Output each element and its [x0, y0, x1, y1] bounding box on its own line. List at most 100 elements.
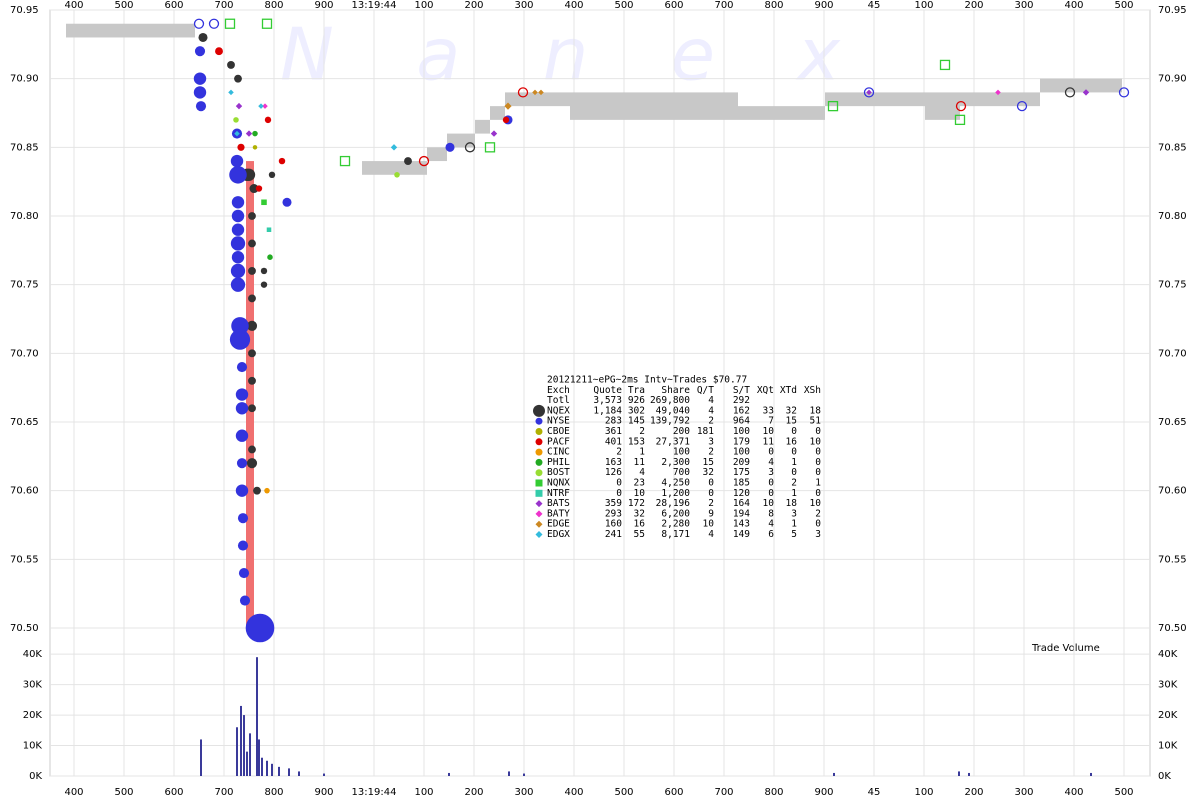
legend-label: PACF — [547, 436, 570, 447]
trade-marker — [278, 157, 286, 165]
quote-marker — [208, 18, 220, 29]
table-cell: 2 — [708, 416, 714, 427]
legend-marker — [535, 479, 543, 487]
trade-marker — [228, 89, 234, 96]
table-cell: 4 — [708, 529, 714, 540]
y-tick-label: 70.90 — [1158, 74, 1187, 85]
table-cell: 926 — [628, 395, 645, 406]
table-cell: 126 — [605, 467, 622, 478]
quote-marker — [1118, 87, 1130, 98]
quote-marker — [224, 18, 236, 29]
volume-bar — [288, 768, 290, 776]
table-cell: 175 — [733, 467, 750, 478]
table-cell: 15 — [786, 416, 797, 427]
y2-tick-label: 0K — [1158, 771, 1171, 782]
table-cell: 1,184 — [593, 405, 622, 416]
volume-label: Trade Volume — [1031, 643, 1100, 654]
table-cell: 32 — [786, 405, 797, 416]
table-cell: 4 — [768, 519, 774, 530]
volume-bar — [236, 727, 238, 776]
y-tick-label: 70.65 — [10, 417, 39, 428]
table-cell: 120 — [733, 488, 750, 499]
table-cell: 401 — [605, 436, 622, 447]
trade-marker — [282, 197, 292, 207]
trade-marker — [261, 199, 267, 206]
trade-marker — [268, 171, 276, 178]
trade-marker — [255, 185, 263, 192]
trade-marker — [404, 157, 412, 165]
trade-marker — [238, 568, 250, 579]
x-tick-label: 100 — [914, 787, 933, 798]
table-cell: 51 — [810, 416, 822, 427]
trade-marker — [260, 267, 268, 275]
table-cell: 3 — [791, 508, 797, 519]
volume-bar — [523, 773, 525, 776]
volume-bar — [508, 771, 510, 776]
nbbo-spread — [362, 161, 427, 175]
table-cell: 0 — [791, 447, 797, 458]
table-cell: 18 — [786, 498, 798, 509]
table-cell: 292 — [733, 395, 750, 406]
trade-marker — [236, 458, 248, 469]
table-cell: 194 — [733, 508, 750, 519]
x-tick-label: 700 — [214, 0, 233, 11]
table-cell: 11 — [634, 457, 646, 468]
table-cell: 10 — [763, 426, 775, 437]
trade-marker — [235, 402, 249, 415]
trade-marker — [229, 166, 247, 184]
x-tick-label: 800 — [764, 787, 783, 798]
y2-tick-label: 30K — [1158, 680, 1178, 691]
table-cell: 28,196 — [656, 498, 691, 509]
table-header: Tra — [628, 385, 645, 396]
quote-marker — [484, 142, 496, 153]
table-cell: 0 — [768, 447, 774, 458]
trade-marker — [246, 320, 258, 331]
table-cell: 0 — [815, 467, 821, 478]
table-header: S/T — [733, 385, 750, 396]
legend-label: EDGE — [547, 519, 570, 530]
table-cell: 100 — [733, 447, 750, 458]
x-tick-label: 100 — [414, 0, 433, 11]
x-tick-label: 800 — [764, 0, 783, 11]
table-cell: 2 — [708, 498, 714, 509]
table-cell: 0 — [708, 478, 714, 489]
x-tick-label: 600 — [164, 787, 183, 798]
quote-marker — [464, 142, 476, 153]
volume-bar — [448, 772, 450, 776]
legend-label: BOST — [547, 467, 570, 478]
trade-marker — [231, 209, 245, 223]
table-cell: 1,200 — [661, 488, 690, 499]
x-tick-label: 600 — [164, 0, 183, 11]
legend-label: NQNX — [547, 478, 570, 489]
nbbo-spread — [1040, 78, 1122, 93]
watermark: N a n e x — [280, 13, 841, 97]
table-cell: 9 — [708, 508, 714, 519]
table-cell: 361 — [605, 426, 622, 437]
table-header: Q/T — [697, 385, 714, 396]
quote-marker — [827, 100, 839, 112]
table-cell: 0 — [708, 488, 714, 499]
table-cell: 1 — [791, 457, 797, 468]
nbbo-spread — [570, 92, 738, 120]
legend-marker — [535, 520, 543, 528]
table-cell: 10 — [703, 519, 715, 530]
legend-marker — [535, 417, 543, 425]
trade-marker — [230, 263, 246, 279]
legend-label: PHIL — [547, 457, 570, 468]
trade-marker — [215, 47, 223, 56]
trade-marker — [390, 144, 398, 151]
y-tick-label: 70.85 — [10, 142, 39, 153]
table-cell: 2 — [639, 426, 645, 437]
x-tick-label: 500 — [114, 0, 133, 11]
legend-marker — [535, 510, 543, 518]
table-cell: 3 — [768, 467, 774, 478]
table-cell: 2 — [708, 447, 714, 458]
volume-bar — [298, 771, 300, 776]
table-cell: 23 — [634, 478, 645, 489]
legend-marker — [535, 469, 543, 477]
y-tick-label: 70.90 — [10, 74, 39, 85]
x-tick-label: 500 — [114, 787, 133, 798]
legend-label: EDGX — [547, 529, 570, 540]
table-cell: 0 — [616, 488, 622, 499]
